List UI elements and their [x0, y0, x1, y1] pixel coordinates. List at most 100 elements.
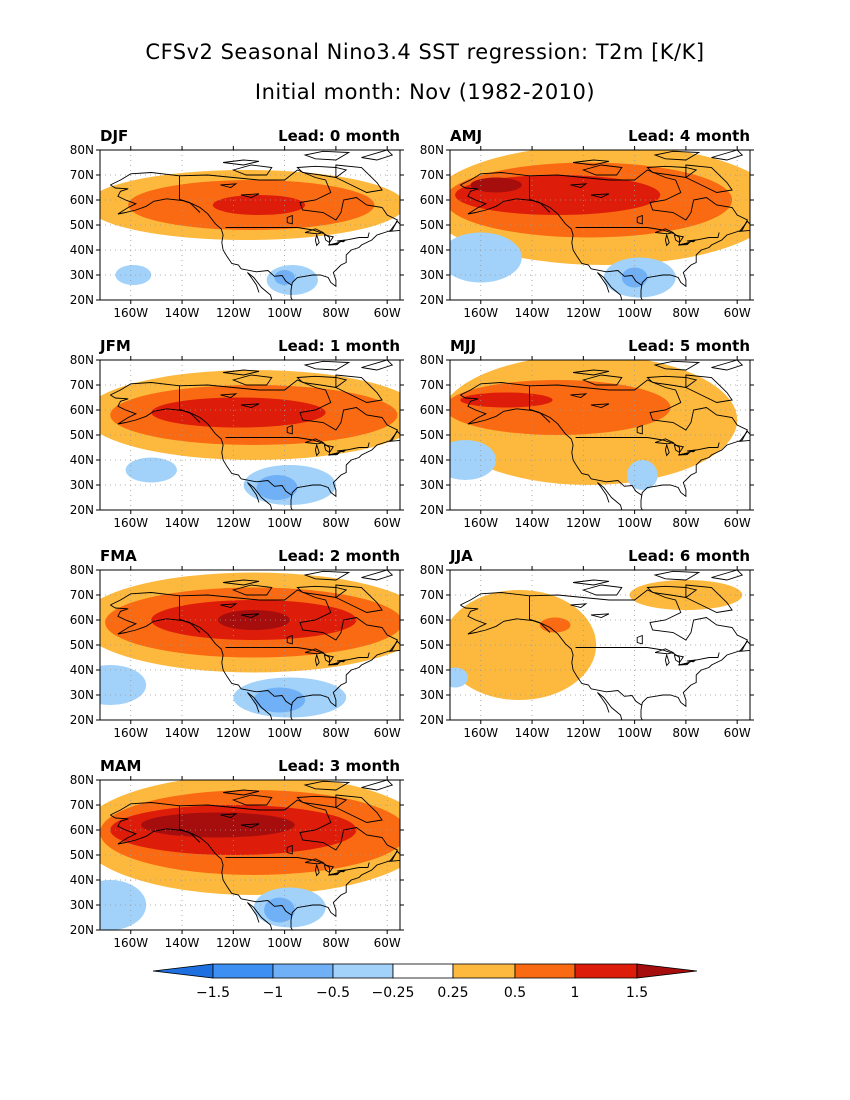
- panel-djf: 160W 140W 120W 100W 80W 60W 20N 30N 40N 50N 60N 70N…: [70, 127, 404, 320]
- y-tick-label: 20N: [420, 503, 444, 517]
- y-tick-label: 30N: [70, 688, 94, 702]
- panel-amj: 160W 140W 120W 100W 80W 60W 20N 30N 40N 50N 60N 70N…: [420, 127, 754, 320]
- colorbar-swatch: [636, 963, 698, 979]
- x-tick-label: 80W: [322, 936, 349, 950]
- panel-mjj: 160W 140W 120W 100W 80W 60W 20N 30N 40N 50N 60N 70N…: [420, 337, 754, 530]
- x-tick-label: 80W: [672, 306, 699, 320]
- y-tick-label: 60N: [70, 823, 94, 837]
- x-tick-label: 100W: [267, 726, 302, 740]
- lead-label: Lead: 4 month: [628, 127, 750, 145]
- x-tick-label: 140W: [165, 726, 200, 740]
- anomaly-contour: [539, 617, 571, 633]
- coastline: [110, 360, 400, 510]
- y-tick-label: 40N: [420, 243, 444, 257]
- y-tick-label: 40N: [70, 663, 94, 677]
- colorbar-swatch: [574, 963, 638, 979]
- anomaly-contour: [450, 232, 522, 283]
- lead-label: Lead: 1 month: [278, 337, 400, 355]
- colorbar-label: 0.5: [504, 985, 526, 1001]
- y-tick-label: 40N: [70, 243, 94, 257]
- y-tick-label: 80N: [420, 143, 444, 157]
- y-tick-label: 50N: [420, 428, 444, 442]
- y-tick-label: 70N: [70, 378, 94, 392]
- coastline: [460, 150, 750, 300]
- anomaly-contour: [100, 665, 147, 705]
- y-tick-label: 20N: [420, 713, 444, 727]
- anomaly-contour: [450, 440, 497, 480]
- lead-label: Lead: 5 month: [628, 337, 750, 355]
- colorbar-swatch: [212, 963, 274, 979]
- y-tick-label: 50N: [70, 638, 94, 652]
- panel-mam: 160W 140W 120W 100W 80W 60W 20N 30N 40N 50N 60N 70N…: [70, 757, 404, 950]
- x-tick-label: 100W: [267, 516, 302, 530]
- season-label: DJF: [100, 127, 128, 145]
- x-tick-label: 80W: [672, 516, 699, 530]
- anomaly-contour: [141, 812, 295, 838]
- x-tick-label: 160W: [113, 516, 148, 530]
- y-tick-label: 70N: [70, 168, 94, 182]
- colorbar-label: 1: [571, 985, 580, 1001]
- y-tick-label: 40N: [70, 873, 94, 887]
- anomaly-contour: [274, 270, 295, 285]
- y-tick-label: 30N: [420, 268, 444, 282]
- x-tick-label: 120W: [216, 726, 251, 740]
- x-tick-label: 60W: [724, 306, 751, 320]
- colorbar-swatch: [514, 963, 576, 979]
- y-tick-label: 50N: [70, 428, 94, 442]
- y-tick-label: 70N: [420, 168, 444, 182]
- anomaly-contour: [450, 590, 597, 700]
- anomaly-contour: [470, 177, 522, 193]
- y-tick-label: 80N: [70, 563, 94, 577]
- y-tick-label: 30N: [70, 898, 94, 912]
- x-tick-label: 80W: [672, 726, 699, 740]
- colorbar-label: 0.25: [437, 985, 468, 1001]
- x-tick-label: 120W: [566, 306, 601, 320]
- colorbar-swatch: [272, 963, 334, 979]
- x-tick-label: 140W: [515, 306, 550, 320]
- x-tick-label: 140W: [515, 726, 550, 740]
- y-tick-label: 70N: [420, 378, 444, 392]
- y-tick-label: 60N: [420, 193, 444, 207]
- y-tick-label: 60N: [70, 403, 94, 417]
- colorbar-swatch: [152, 963, 214, 979]
- coastline: [110, 150, 400, 300]
- x-tick-label: 100W: [267, 306, 302, 320]
- y-tick-label: 40N: [70, 453, 94, 467]
- coastline: [110, 780, 400, 930]
- anomaly-contour: [450, 667, 468, 688]
- y-tick-label: 20N: [70, 293, 94, 307]
- x-tick-label: 100W: [267, 936, 302, 950]
- x-tick-label: 140W: [165, 936, 200, 950]
- x-tick-label: 60W: [374, 936, 401, 950]
- y-tick-label: 70N: [70, 588, 94, 602]
- x-tick-label: 60W: [374, 306, 401, 320]
- x-tick-label: 140W: [515, 516, 550, 530]
- colorbar-label: −1.5: [196, 985, 230, 1001]
- x-tick-label: 100W: [617, 306, 652, 320]
- colorbar: −1.5 −1 −0.5 −0.25 0.25 0.5 1 1.5: [152, 963, 698, 1001]
- y-tick-label: 20N: [70, 503, 94, 517]
- y-tick-label: 40N: [420, 663, 444, 677]
- x-tick-label: 100W: [617, 726, 652, 740]
- season-label: MAM: [100, 757, 141, 775]
- y-tick-label: 40N: [420, 453, 444, 467]
- x-tick-label: 120W: [566, 726, 601, 740]
- panel-jfm: 160W 140W 120W 100W 80W 60W 20N 30N 40N 50N 60N 70N…: [70, 337, 404, 530]
- colorbar-swatch: [332, 963, 394, 979]
- x-tick-label: 160W: [113, 306, 148, 320]
- lead-label: Lead: 0 month: [278, 127, 400, 145]
- lead-label: Lead: 2 month: [278, 547, 400, 565]
- y-tick-label: 50N: [70, 218, 94, 232]
- y-tick-label: 30N: [420, 688, 444, 702]
- x-tick-label: 160W: [463, 306, 498, 320]
- anomaly-contour: [256, 475, 298, 500]
- panel-jja: 160W 140W 120W 100W 80W 60W 20N 30N 40N 50N 60N 70N…: [420, 547, 754, 740]
- colorbar-label: −0.25: [372, 985, 415, 1001]
- x-tick-label: 140W: [165, 516, 200, 530]
- y-tick-label: 50N: [70, 848, 94, 862]
- lead-label: Lead: 6 month: [628, 547, 750, 565]
- season-label: MJJ: [450, 337, 476, 355]
- y-tick-label: 70N: [420, 588, 444, 602]
- x-tick-label: 60W: [724, 726, 751, 740]
